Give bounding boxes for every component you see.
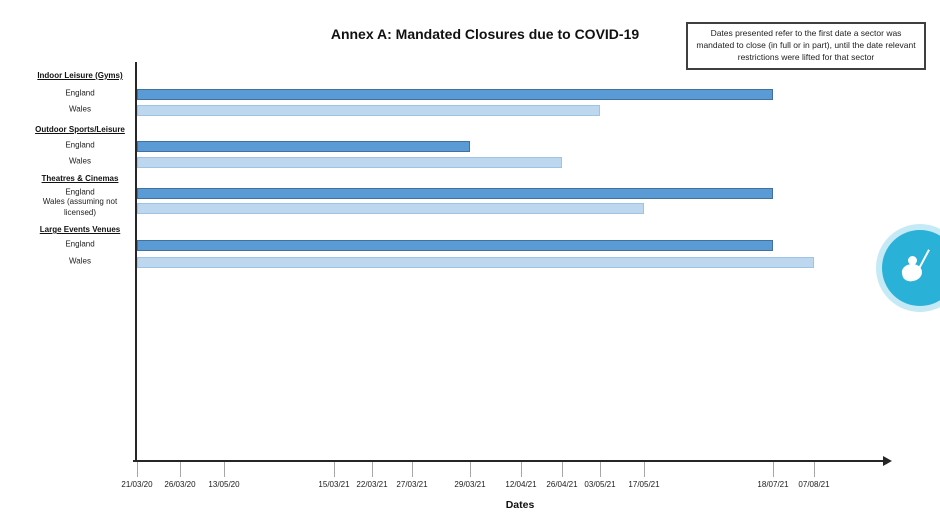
x-tick-label: 22/03/21 [356, 480, 388, 489]
x-tick-label: 03/05/21 [584, 480, 616, 489]
x-tick [644, 462, 645, 477]
timeline-bar [137, 89, 773, 100]
note-box: Dates presented refer to the first date … [686, 22, 926, 70]
timeline-bar [137, 141, 470, 152]
x-tick [562, 462, 563, 477]
y-axis [135, 62, 137, 461]
row-label: England [65, 239, 95, 249]
row-label: England [65, 187, 95, 197]
x-tick-label: 13/05/20 [208, 480, 240, 489]
x-tick-label: 12/04/21 [505, 480, 537, 489]
row-label: Wales (assuming not licensed) [42, 197, 118, 217]
timeline-bar [137, 157, 562, 168]
x-tick-label: 07/08/21 [798, 480, 830, 489]
x-tick-label: 26/04/21 [546, 480, 578, 489]
timeline-bar [137, 240, 773, 251]
x-tick-label: 17/05/21 [628, 480, 660, 489]
x-tick [814, 462, 815, 477]
x-tick-label: 27/03/21 [396, 480, 428, 489]
row-label: Wales [69, 256, 91, 266]
page-title: Annex A: Mandated Closures due to COVID-… [330, 26, 640, 42]
timeline-bar [137, 188, 773, 199]
x-tick [334, 462, 335, 477]
x-axis [133, 460, 884, 462]
row-label: England [65, 88, 95, 98]
category-label: Theatres & Cinemas [41, 174, 119, 183]
x-axis-title: Dates [505, 499, 535, 511]
x-tick [180, 462, 181, 477]
x-axis-arrow-icon [883, 456, 892, 466]
x-tick [224, 462, 225, 477]
accessibility-person-icon [908, 256, 917, 265]
x-tick-label: 29/03/21 [454, 480, 486, 489]
timeline-bar [137, 105, 600, 116]
timeline-bar [137, 257, 814, 268]
x-tick [137, 462, 138, 477]
category-label: Outdoor Sports/Leisure [35, 125, 125, 134]
x-tick-label: 21/03/20 [121, 480, 153, 489]
x-tick-label: 26/03/20 [164, 480, 196, 489]
row-label: Wales [69, 156, 91, 166]
timeline-bar [137, 203, 644, 214]
x-tick [600, 462, 601, 477]
category-label: Large Events Venues [39, 225, 121, 234]
x-tick [521, 462, 522, 477]
x-tick [470, 462, 471, 477]
x-tick [372, 462, 373, 477]
x-tick-label: 15/03/21 [318, 480, 350, 489]
accessibility-widget-button[interactable] [882, 230, 940, 306]
row-label: Wales [69, 104, 91, 114]
x-tick [412, 462, 413, 477]
category-label: Indoor Leisure (Gyms) [37, 71, 123, 80]
row-label: England [65, 140, 95, 150]
x-tick [773, 462, 774, 477]
x-tick-label: 18/07/21 [757, 480, 789, 489]
